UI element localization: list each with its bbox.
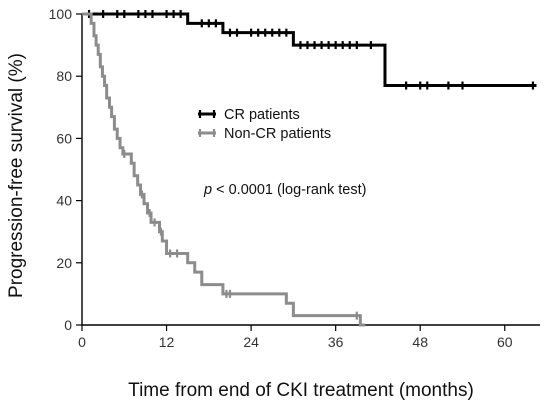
p-value-annotation: p < 0.0001 (log-rank test) [203, 182, 366, 198]
y-tick-label-4: 80 [56, 68, 72, 84]
p-value-italic: p [203, 182, 212, 198]
series-layer [82, 10, 537, 327]
x-tick-label-5: 60 [497, 334, 513, 350]
series-line-1 [82, 12, 366, 327]
y-tick-label-2: 40 [56, 193, 72, 209]
series-line-0 [82, 12, 537, 88]
y-tick-label-0: 0 [64, 317, 72, 333]
legend-label-0: CR patients [224, 107, 300, 123]
legend: CR patients Non-CR patients [198, 107, 331, 142]
y-tick-label-3: 60 [56, 130, 72, 146]
x-tick-label-0: 0 [78, 334, 86, 350]
x-tick-label-3: 36 [328, 334, 344, 350]
series-0 [82, 10, 537, 90]
series-1 [82, 12, 366, 327]
x-tick-label-4: 48 [412, 334, 428, 350]
y-axis-label: Progression-free survival (%) [6, 53, 27, 298]
y-tick-label-5: 100 [49, 6, 73, 22]
p-value-text: < 0.0001 (log-rank test) [212, 182, 366, 198]
axes: 0 12 24 36 48 60 0 20 40 60 80 100 [49, 6, 540, 350]
x-axis-label: Time from end of CKI treatment (months) [128, 380, 474, 401]
legend-label-1: Non-CR patients [224, 126, 331, 142]
x-tick-label-1: 12 [159, 334, 175, 350]
x-tick-label-2: 24 [243, 334, 259, 350]
y-tick-label-1: 20 [56, 255, 72, 271]
